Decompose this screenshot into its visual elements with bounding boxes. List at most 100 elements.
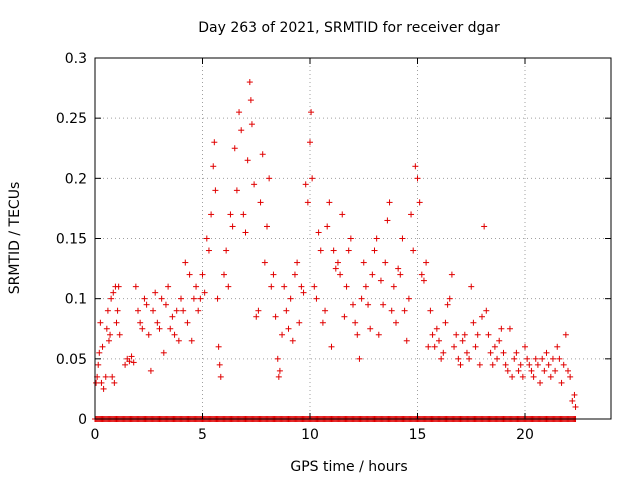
- data-point: [539, 355, 546, 362]
- y-axis-label: SRMTID / TECUs: [7, 182, 23, 295]
- data-point: [380, 301, 387, 308]
- data-points: [92, 79, 579, 422]
- data-point: [362, 283, 369, 290]
- data-point: [498, 325, 505, 332]
- data-point: [165, 283, 172, 290]
- y-tick-label: 0.05: [56, 352, 87, 368]
- data-point: [214, 295, 221, 302]
- data-point: [279, 331, 286, 338]
- data-point: [139, 325, 146, 332]
- data-point: [231, 145, 238, 152]
- data-point: [459, 337, 466, 344]
- data-point: [264, 223, 270, 230]
- data-point: [567, 373, 574, 380]
- data-point: [276, 367, 283, 374]
- data-point: [300, 289, 307, 296]
- data-point: [294, 259, 301, 266]
- data-point: [418, 271, 425, 278]
- y-tick-label: 0.15: [56, 232, 87, 248]
- data-point: [448, 271, 455, 278]
- data-point: [302, 181, 309, 188]
- data-point: [158, 295, 165, 302]
- data-point: [537, 379, 544, 386]
- data-point: [160, 349, 167, 356]
- data-point: [261, 259, 268, 266]
- y-tick-label: 0.1: [65, 292, 87, 308]
- data-point: [528, 367, 535, 374]
- data-point: [352, 319, 359, 326]
- data-point: [180, 307, 187, 314]
- x-tick-label: 5: [198, 427, 207, 443]
- data-point: [116, 331, 123, 338]
- data-point: [197, 295, 204, 302]
- x-tick-label: 10: [301, 427, 319, 443]
- data-point: [132, 283, 139, 290]
- data-point: [504, 367, 511, 374]
- data-point: [423, 259, 430, 266]
- data-point: [298, 283, 305, 290]
- data-point: [322, 307, 329, 314]
- data-point: [427, 307, 434, 314]
- data-point: [178, 295, 184, 302]
- data-point: [429, 331, 436, 338]
- data-point: [552, 367, 559, 374]
- data-point: [472, 343, 479, 350]
- data-point: [274, 355, 281, 362]
- data-point: [405, 295, 412, 302]
- data-point: [103, 325, 110, 332]
- data-point: [369, 271, 376, 278]
- data-point: [145, 331, 152, 338]
- x-tick-label: 20: [516, 427, 534, 443]
- data-point: [337, 271, 344, 278]
- data-point: [308, 109, 315, 116]
- data-point: [199, 271, 206, 278]
- data-point: [410, 247, 417, 254]
- data-point: [416, 199, 423, 206]
- data-point: [328, 343, 335, 350]
- data-point: [167, 325, 174, 332]
- data-point: [412, 163, 419, 170]
- data-point: [491, 343, 498, 350]
- data-point: [311, 283, 318, 290]
- x-axis-label: GPS time / hours: [290, 459, 407, 475]
- data-point: [403, 337, 410, 344]
- data-point: [476, 361, 483, 368]
- data-point: [95, 361, 102, 368]
- data-point: [128, 353, 135, 360]
- data-point: [188, 337, 195, 344]
- data-point: [229, 223, 236, 230]
- data-point: [571, 391, 578, 398]
- data-point: [291, 271, 298, 278]
- data-point: [399, 235, 406, 242]
- data-point: [296, 319, 303, 326]
- data-point: [143, 301, 150, 308]
- data-point: [384, 217, 391, 224]
- data-point: [440, 349, 447, 356]
- data-point: [377, 277, 384, 284]
- data-point: [216, 361, 223, 368]
- data-point: [502, 361, 509, 368]
- data-point: [326, 199, 333, 206]
- data-point: [330, 247, 337, 254]
- data-point: [215, 343, 222, 350]
- data-point: [354, 331, 361, 338]
- data-point: [562, 331, 569, 338]
- data-point: [470, 319, 477, 326]
- data-point: [98, 379, 105, 386]
- data-point: [281, 283, 288, 290]
- data-point: [509, 373, 516, 380]
- data-point: [211, 139, 218, 146]
- data-point: [545, 361, 552, 368]
- data-point: [99, 343, 106, 350]
- data-point: [373, 235, 380, 242]
- data-point: [275, 373, 282, 380]
- data-point: [487, 349, 494, 356]
- data-point: [569, 397, 576, 404]
- data-point: [433, 325, 440, 332]
- data-point: [500, 349, 507, 356]
- data-point: [534, 361, 541, 368]
- data-point: [494, 355, 501, 362]
- data-point: [506, 325, 513, 332]
- data-point: [414, 175, 421, 182]
- data-point: [210, 163, 217, 170]
